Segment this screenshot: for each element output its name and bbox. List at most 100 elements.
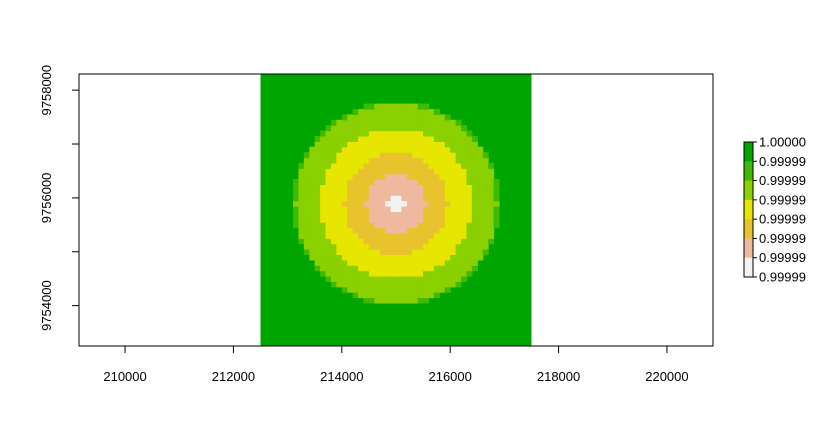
raster-cell xyxy=(336,157,343,164)
raster-cell xyxy=(298,211,305,218)
raster-cell xyxy=(412,243,419,250)
raster-cell xyxy=(466,249,473,256)
raster-cell xyxy=(433,292,440,299)
raster-cell xyxy=(466,130,473,137)
raster-cell xyxy=(455,179,462,186)
raster-cell xyxy=(330,249,337,256)
raster-cell xyxy=(352,275,359,282)
raster-cell xyxy=(461,275,468,282)
raster-cell xyxy=(309,179,316,186)
raster-cell xyxy=(396,119,403,126)
raster-cell xyxy=(477,189,484,196)
legend-label: 0.99999 xyxy=(759,270,806,285)
raster-cell xyxy=(309,249,316,256)
raster-cell xyxy=(450,157,457,164)
raster-cell xyxy=(347,216,354,223)
raster-cell xyxy=(396,184,403,191)
raster-cell xyxy=(401,243,408,250)
raster-cell xyxy=(374,243,381,250)
raster-cell xyxy=(314,216,321,223)
raster-cell xyxy=(320,195,327,202)
raster-cell xyxy=(352,205,359,212)
raster-cell xyxy=(466,189,473,196)
raster-cell xyxy=(330,119,337,126)
raster-cell xyxy=(374,211,381,218)
raster-cell xyxy=(455,265,462,272)
raster-cell xyxy=(417,162,424,169)
raster-cell xyxy=(417,173,424,180)
raster-cell xyxy=(423,168,430,175)
raster-cell xyxy=(450,162,457,169)
raster-cell xyxy=(374,292,381,299)
raster-cell xyxy=(412,189,419,196)
raster-cell xyxy=(401,157,408,164)
raster-cell xyxy=(406,184,413,191)
raster-cell xyxy=(450,195,457,202)
raster-cell xyxy=(439,179,446,186)
raster-cell xyxy=(368,109,375,115)
raster-cell xyxy=(390,259,397,266)
raster-cell xyxy=(374,227,381,234)
raster-cell xyxy=(439,232,446,239)
raster-cell xyxy=(444,125,451,132)
raster-cell xyxy=(428,152,435,159)
raster-cell xyxy=(352,179,359,186)
raster-cell xyxy=(336,222,343,229)
raster-cell xyxy=(374,238,381,245)
raster-cell xyxy=(412,162,419,169)
raster-cell xyxy=(385,232,392,239)
raster-cell xyxy=(417,238,424,245)
raster-cell xyxy=(320,168,327,175)
raster-cell xyxy=(336,227,343,234)
raster-cell xyxy=(433,114,440,121)
raster-cell xyxy=(314,179,321,186)
raster-cell xyxy=(471,205,478,212)
raster-cell xyxy=(385,227,392,234)
raster-cell xyxy=(401,200,408,207)
raster-cell xyxy=(450,168,457,175)
raster-cell xyxy=(303,232,310,239)
raster-cell xyxy=(347,135,354,142)
raster-cell xyxy=(482,184,489,191)
raster-cell xyxy=(423,157,430,164)
raster-cell xyxy=(336,119,343,126)
raster-cell xyxy=(439,125,446,132)
raster-cell xyxy=(363,195,370,202)
raster-cell xyxy=(330,270,337,277)
raster-cell xyxy=(417,146,424,153)
raster-cell xyxy=(450,184,457,191)
raster-cell xyxy=(461,205,468,212)
raster-cell xyxy=(428,109,435,115)
raster-cell xyxy=(417,286,424,293)
raster-cell xyxy=(406,297,413,304)
raster-cell xyxy=(390,275,397,282)
raster-cell xyxy=(363,265,370,272)
raster-cell xyxy=(433,281,440,288)
legend-label: 0.99999 xyxy=(759,250,806,265)
raster-cell xyxy=(336,281,343,288)
raster-cell xyxy=(379,119,386,126)
raster-cell xyxy=(385,243,392,250)
raster-cell xyxy=(455,205,462,212)
raster-cell xyxy=(325,189,332,196)
raster-cell xyxy=(368,254,375,261)
raster-cell xyxy=(309,216,316,223)
raster-cell xyxy=(385,184,392,191)
raster-cell xyxy=(358,173,365,180)
raster-cell xyxy=(423,254,430,261)
raster-cell xyxy=(314,232,321,239)
raster-cell xyxy=(293,179,300,186)
raster-cell xyxy=(363,270,370,277)
raster-cell xyxy=(336,146,343,153)
raster-cell xyxy=(412,216,419,223)
raster-cell xyxy=(320,135,327,142)
raster-cell xyxy=(417,184,424,191)
raster-cell xyxy=(482,173,489,180)
raster-cell xyxy=(352,281,359,288)
raster-cell xyxy=(401,216,408,223)
raster-cell xyxy=(455,254,462,261)
raster-cell xyxy=(374,254,381,261)
raster-cell xyxy=(390,152,397,159)
raster-cell xyxy=(412,168,419,175)
raster-cell xyxy=(412,173,419,180)
